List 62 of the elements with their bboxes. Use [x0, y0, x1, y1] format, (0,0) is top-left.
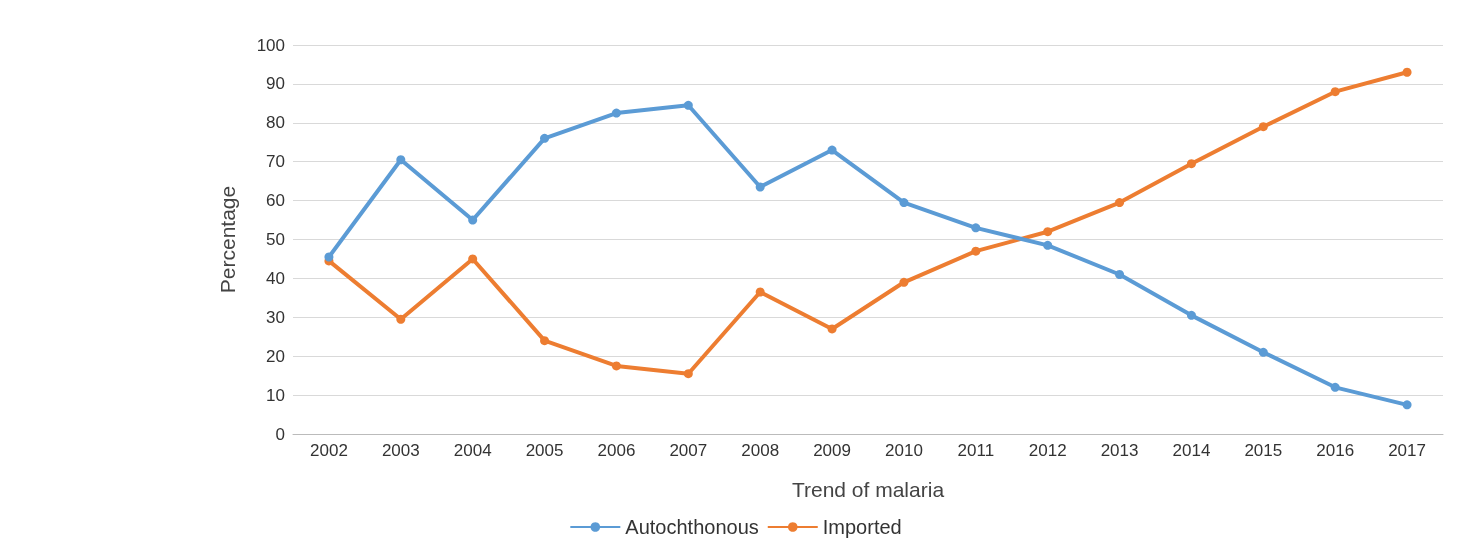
point [1115, 198, 1125, 208]
point [324, 252, 334, 262]
point [755, 287, 765, 297]
y-tick-label: 0 [275, 424, 285, 444]
x-tick-label: 2015 [1244, 441, 1283, 460]
point [683, 369, 693, 379]
y-tick-label: 70 [266, 152, 285, 172]
y-tick-label: 80 [266, 113, 285, 133]
point [611, 361, 621, 371]
point [1402, 400, 1412, 410]
x-tick-label: 2017 [1388, 441, 1426, 460]
point [396, 314, 406, 324]
x-tick-label: 2002 [310, 441, 348, 460]
x-tick-label: 2013 [1100, 441, 1139, 460]
point [827, 145, 837, 155]
y-tick-label: 60 [266, 191, 285, 211]
x-tick-label: 2003 [381, 441, 420, 460]
x-tick-label: 2012 [1028, 441, 1067, 460]
point [1330, 382, 1340, 392]
x-axis-title: Trend of malaria [791, 478, 945, 501]
y-tick-label: 100 [256, 35, 285, 55]
point [971, 223, 981, 233]
point [396, 155, 406, 165]
x-tick-label: 2006 [597, 441, 636, 460]
x-tick-label: 2007 [669, 441, 708, 460]
point [468, 215, 478, 225]
x-tick-label: 2004 [453, 441, 492, 460]
x-tick-label: 2009 [813, 441, 851, 460]
point [1043, 227, 1053, 237]
point [540, 336, 550, 346]
x-tick-label: 2011 [957, 441, 995, 460]
y-tick-label: 90 [266, 74, 285, 94]
y-tick-label: 20 [266, 346, 285, 366]
point [755, 182, 765, 192]
point [1115, 270, 1125, 280]
point [1258, 122, 1268, 132]
point [611, 108, 621, 118]
point [540, 133, 550, 143]
point [1043, 240, 1053, 250]
legend-label: Autochthonous [625, 516, 759, 538]
x-tick-label: 2008 [741, 441, 780, 460]
point [1186, 159, 1196, 169]
y-tick-label: 50 [266, 230, 285, 249]
y-axis-title: Percentage [216, 185, 239, 294]
point [1258, 347, 1268, 357]
point [899, 277, 909, 287]
y-tick-label: 10 [266, 385, 285, 405]
point [899, 198, 909, 208]
x-tick-label: 2014 [1172, 441, 1211, 460]
y-tick-label: 30 [266, 307, 285, 327]
point [468, 254, 478, 264]
point [1402, 67, 1412, 77]
point [1186, 310, 1196, 320]
point [827, 324, 837, 334]
point [683, 100, 693, 110]
x-tick-label: 2016 [1316, 441, 1355, 460]
legend-label: Imported [822, 516, 902, 538]
y-tick-label: 40 [266, 268, 285, 288]
x-tick-label: 2005 [525, 441, 564, 460]
x-tick-label: 2010 [885, 441, 923, 460]
point [1330, 87, 1340, 97]
point [971, 246, 981, 256]
